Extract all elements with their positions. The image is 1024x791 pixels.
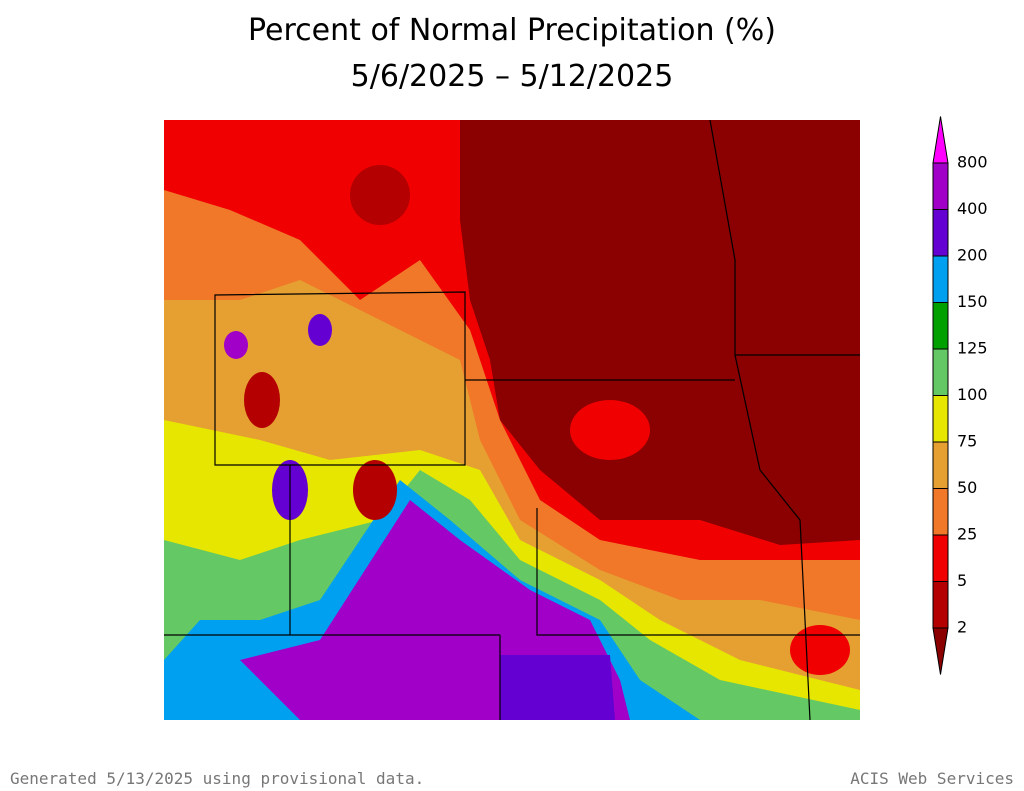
- colorbar-label: 125: [957, 339, 988, 358]
- colorbar-label: 150: [957, 292, 988, 311]
- colorbar-band: [933, 349, 948, 396]
- colorbar-band: [933, 581, 948, 628]
- colorbar-band: [933, 535, 948, 582]
- region: [790, 625, 850, 675]
- colorbar-label: 50: [957, 478, 977, 497]
- map: [164, 120, 860, 720]
- colorbar-label: 100: [957, 385, 988, 404]
- colorbar-label: 400: [957, 199, 988, 218]
- region: [350, 165, 410, 225]
- colorbar-label: 75: [957, 432, 977, 451]
- region: [500, 655, 615, 720]
- region: [460, 120, 860, 545]
- colorbar-band: [933, 488, 948, 535]
- region: [244, 372, 280, 428]
- colorbar-band: [933, 395, 948, 442]
- colorbar-band: [933, 209, 948, 256]
- map-title: Percent of Normal Precipitation (%): [248, 13, 776, 48]
- colorbar-cap: [932, 627, 949, 675]
- colorbar-cap: [932, 116, 949, 164]
- region: [570, 400, 650, 460]
- region: [353, 460, 397, 520]
- colorbar-label: 5: [957, 571, 967, 590]
- colorbar-band: [933, 442, 948, 489]
- colorbar-label: 25: [957, 525, 977, 544]
- footer-right: ACIS Web Services: [850, 769, 1014, 788]
- colorbar-band: [933, 163, 948, 210]
- colorbar-band: [933, 302, 948, 349]
- map-subtitle: 5/6/2025 – 5/12/2025: [351, 59, 674, 94]
- colorbar-label: 200: [957, 246, 988, 265]
- state-borders: [164, 120, 860, 720]
- colorbar-band: [933, 256, 948, 303]
- region: [308, 314, 332, 346]
- footer-left: Generated 5/13/2025 using provisional da…: [10, 769, 424, 788]
- colorbar-label: 2: [957, 618, 967, 637]
- region: [224, 331, 248, 359]
- colorbar-label: 800: [957, 153, 988, 172]
